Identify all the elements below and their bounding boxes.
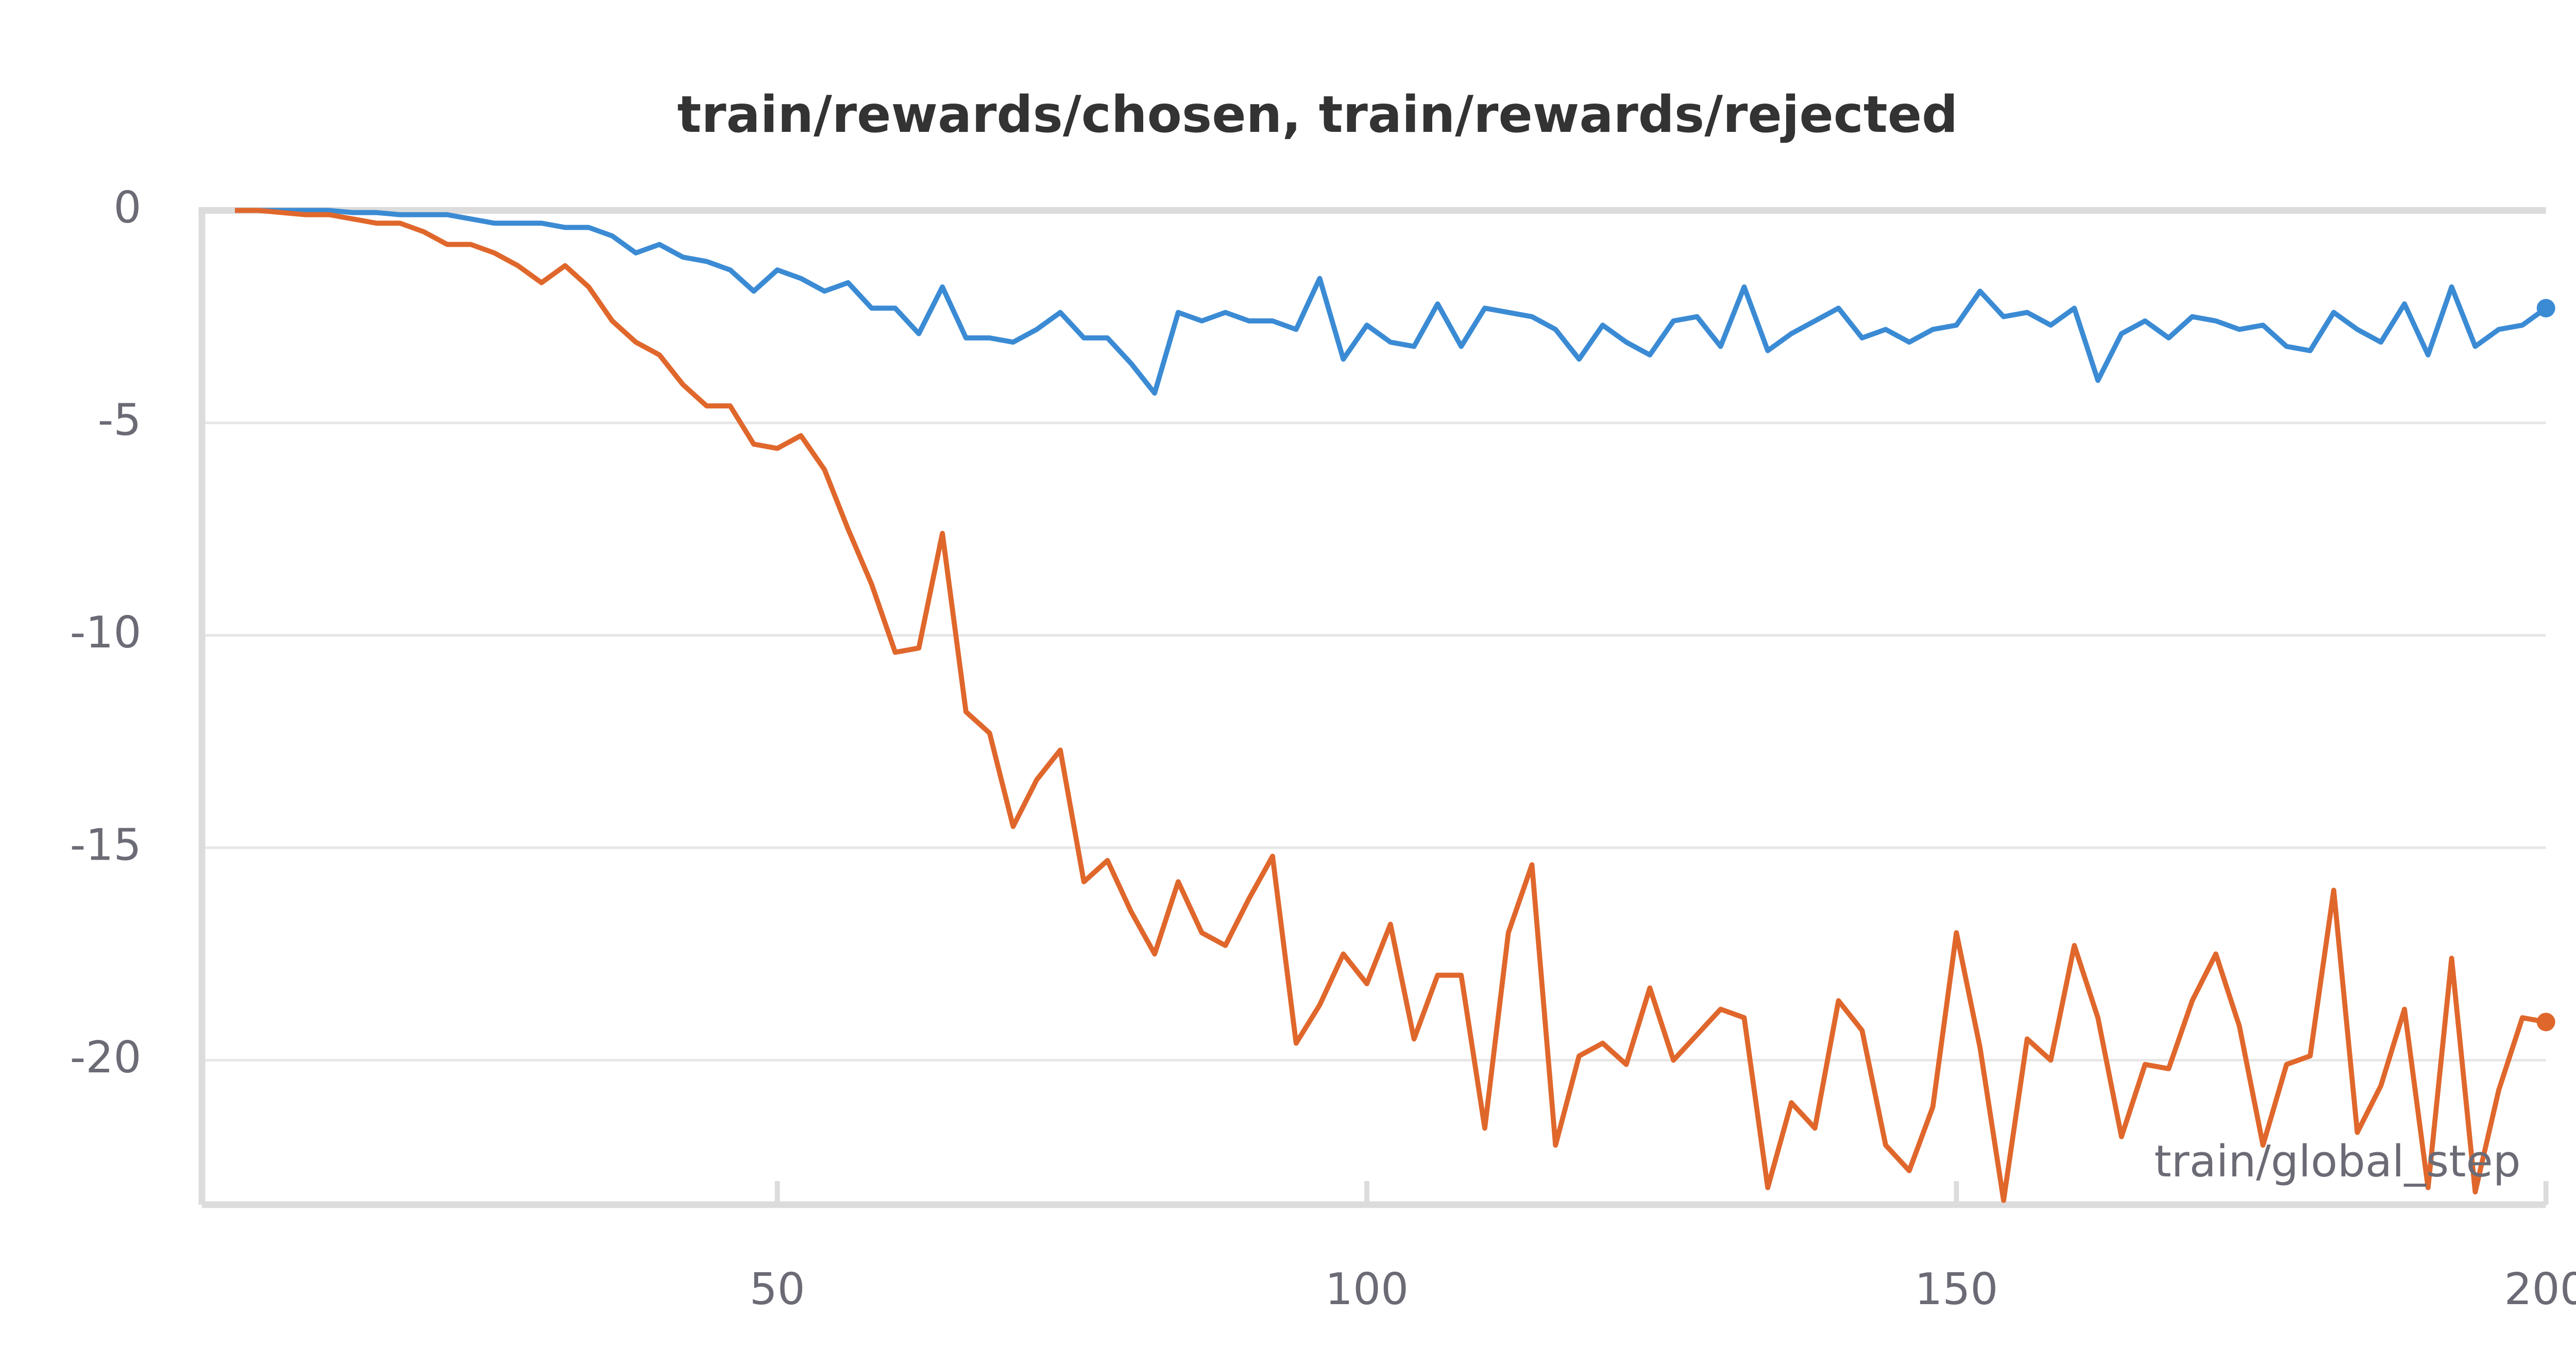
series-line [235,208,2547,1203]
y-tick-label: -10 [70,607,142,658]
series-line [235,208,2548,396]
x-tick-label: 50 [750,1264,805,1315]
end-point [2536,1013,2555,1032]
x-tick-label: 200 [2504,1264,2576,1315]
x-tick-label: 100 [1325,1264,1409,1315]
y-tick-label: 0 [113,182,141,233]
y-tick-label: -15 [70,819,142,870]
y-tick-label: -20 [70,1032,142,1083]
x-axis-label: train/global_step [2154,1136,2520,1187]
end-point [2536,299,2555,318]
y-tick-label: -5 [98,395,142,446]
chart-title: train/rewards/chosen, train/rewards/reje… [677,86,1958,144]
x-tick-label: 150 [1914,1264,1998,1315]
